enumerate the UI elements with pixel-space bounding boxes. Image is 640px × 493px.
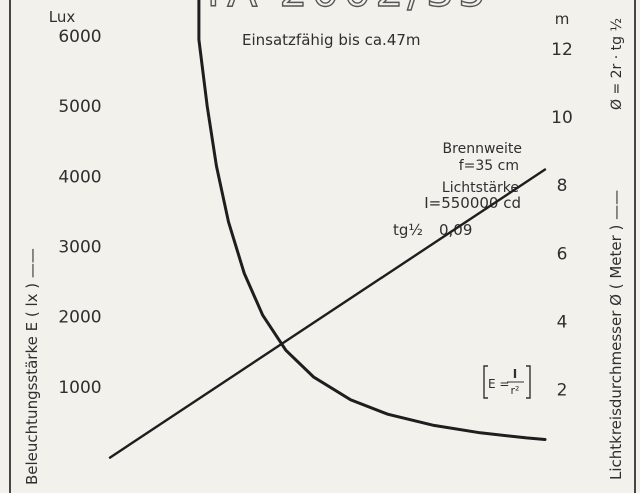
focal-length-label: Brennweite (443, 141, 522, 157)
formula-i: I (513, 367, 517, 381)
left-tick-label: 5000 (58, 97, 101, 117)
left-tick-label: 6000 (58, 27, 101, 47)
tg-label: tg½ (393, 221, 423, 239)
right-tick-label: 6 (557, 244, 568, 264)
left-tick-label: 3000 (58, 238, 101, 258)
left-axis-label: Beleuchtungsstärke E ( lx ) —— (23, 248, 41, 485)
right-tick-label: 10 (551, 108, 573, 128)
left-tick-label: 1000 (58, 378, 101, 398)
right-tick-label: 2 (557, 380, 568, 400)
right-tick-label: 12 (551, 40, 573, 60)
right-axis-label: Lichtkreisdurchmesser Ø ( Meter ) —— (607, 190, 625, 480)
left-axis-unit: Lux (49, 8, 76, 26)
right-tick-label: 4 (557, 312, 568, 332)
illuminance-formula-box: E = I r² (483, 365, 531, 399)
intensity-label: Lichtstärke (442, 180, 519, 196)
formula-r: r² (511, 384, 520, 397)
intensity-value: I=550000 cd (424, 194, 521, 212)
right-axis-ticks: 2 4 6 8 10 12 (551, 40, 573, 400)
right-axis-unit: m (555, 10, 570, 28)
illuminance-curve (197, 0, 547, 441)
range-note: Einsatzfähig bis ca.47m (242, 31, 421, 49)
diameter-line (108, 168, 547, 459)
left-tick-label: 4000 (58, 167, 101, 187)
right-axis-formula: Ø = 2r · tg ½ (609, 18, 625, 110)
focal-length-value: f=35 cm (459, 158, 519, 174)
left-axis-ticks: 1000 2000 3000 4000 5000 6000 (58, 27, 101, 398)
formula-e: E = (488, 377, 509, 391)
right-tick-label: 8 (557, 176, 568, 196)
left-tick-label: 2000 (58, 308, 101, 328)
page-title: TA 2002/35 (199, 0, 490, 17)
